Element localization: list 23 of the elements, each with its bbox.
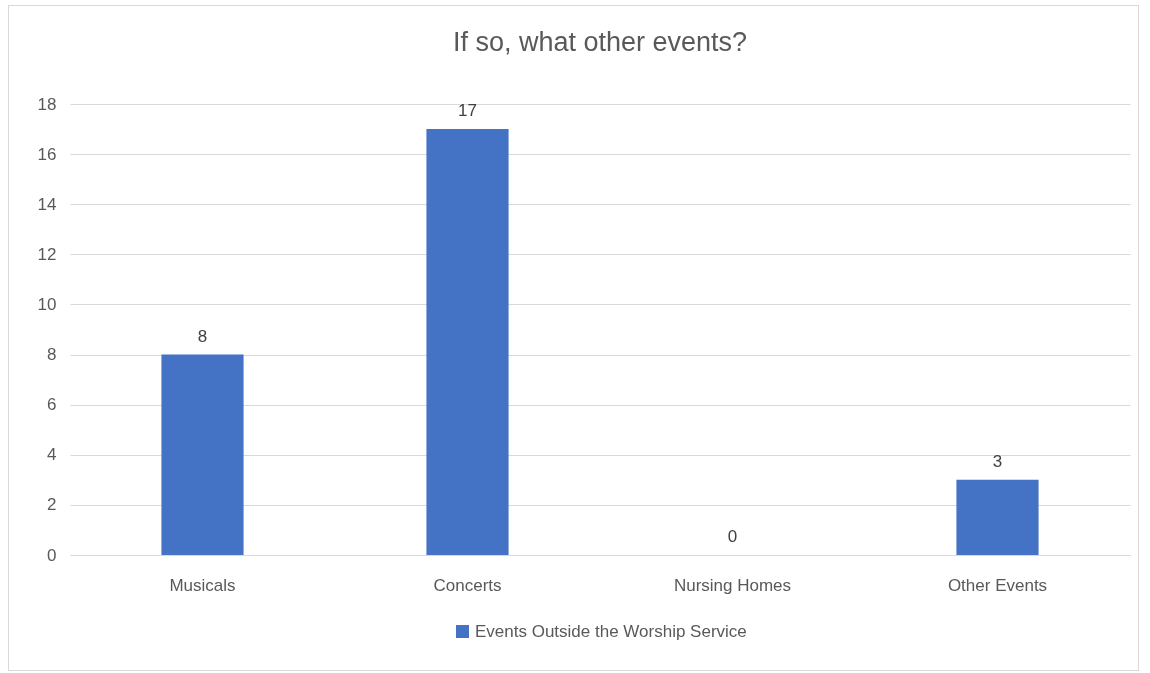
x-tick-label: Musicals [169, 575, 236, 595]
y-tick-label: 14 [37, 194, 57, 214]
y-tick-label: 18 [37, 94, 57, 114]
y-tick-label: 0 [47, 545, 57, 565]
y-tick-label: 4 [47, 445, 57, 465]
bar [161, 354, 244, 555]
y-tick-label: 12 [37, 244, 57, 264]
y-tick-label: 2 [47, 495, 57, 515]
y-tick-label: 16 [37, 144, 57, 164]
chart-title: If so, what other events? [452, 27, 748, 57]
legend-label: Events Outside the Worship Service [475, 621, 747, 641]
x-tick-label: Other Events [947, 575, 1048, 595]
bar [956, 479, 1039, 555]
data-label: 3 [992, 451, 1003, 471]
bar [426, 129, 509, 555]
x-tick-label: Concerts [433, 575, 502, 595]
data-label: 17 [458, 101, 477, 121]
y-tick-label: 8 [47, 345, 57, 365]
data-label: 8 [197, 326, 208, 346]
y-tick-label: 6 [47, 395, 57, 415]
y-tick-label: 10 [37, 294, 57, 314]
x-tick-label: Nursing Homes [673, 575, 792, 595]
data-label: 0 [727, 527, 738, 546]
